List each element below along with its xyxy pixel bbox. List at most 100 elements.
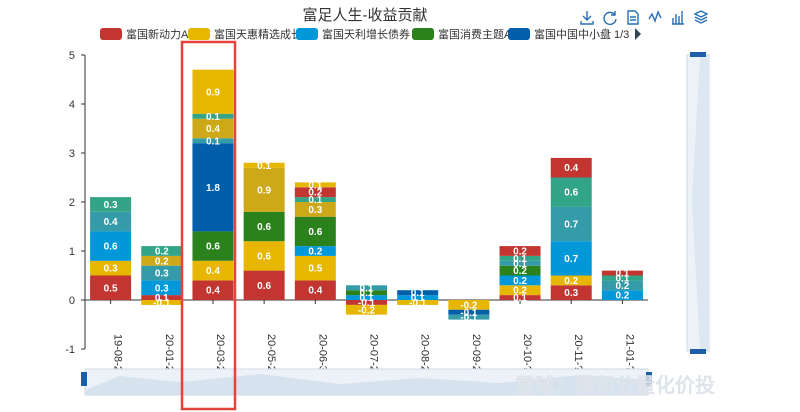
bar-segment[interactable] — [192, 280, 234, 300]
bar-segment[interactable] — [243, 167, 285, 212]
bar-segment[interactable] — [346, 290, 387, 296]
bar-segment[interactable] — [550, 285, 592, 300]
x-tick-label: 20-09-23 — [470, 334, 482, 378]
bar-value-label: 0.9 — [206, 87, 220, 98]
bar-segment[interactable] — [550, 275, 592, 286]
bar-value-label: 0.3 — [104, 264, 118, 275]
bar-segment[interactable] — [448, 300, 490, 310]
bar-segment[interactable] — [192, 138, 234, 144]
line-switch-icon[interactable] — [648, 10, 662, 23]
legend-item[interactable]: 富国消费主题A — [412, 27, 512, 41]
bar-segment[interactable] — [499, 275, 541, 286]
refresh-icon[interactable] — [603, 11, 617, 25]
bar-segment[interactable] — [294, 202, 336, 217]
bar-segment[interactable] — [90, 197, 132, 212]
bar-segment[interactable] — [192, 143, 234, 232]
bar-segment[interactable] — [294, 246, 336, 256]
y-datazoom-slider[interactable] — [686, 52, 710, 354]
bar-segment[interactable] — [90, 231, 132, 261]
bar-segment[interactable] — [601, 270, 643, 276]
bar-segment[interactable] — [141, 300, 183, 305]
x-datazoom-slider[interactable] — [81, 368, 652, 396]
legend-next-icon[interactable] — [635, 28, 641, 40]
bar-value-label: 0.6 — [206, 242, 220, 253]
x-slider-handle-right[interactable] — [646, 372, 652, 386]
bar-segment[interactable] — [141, 280, 183, 296]
bar-segment[interactable] — [141, 265, 183, 281]
bar-segment[interactable] — [499, 246, 541, 256]
bar-segment[interactable] — [499, 260, 541, 266]
bar-segment[interactable] — [192, 113, 234, 119]
bar-value-label: -0.1 — [460, 308, 478, 319]
download-icon[interactable] — [580, 11, 594, 25]
bar-value-label: 0.1 — [206, 112, 220, 123]
bar-segment[interactable] — [243, 162, 285, 168]
bar-segment[interactable] — [601, 275, 643, 281]
legend-item[interactable]: 富国天利增长债券 — [296, 27, 410, 41]
bar-segment[interactable] — [294, 187, 336, 198]
bar-segment[interactable] — [192, 231, 234, 261]
bar-value-label: 0.2 — [615, 291, 629, 302]
bar-segment[interactable] — [448, 309, 490, 315]
bar-segment[interactable] — [141, 295, 183, 300]
legend-item[interactable]: 富国天惠精选成长A — [188, 27, 310, 41]
data-view-icon[interactable] — [627, 10, 639, 25]
bar-segment[interactable] — [499, 295, 541, 300]
bar-segment[interactable] — [192, 260, 234, 281]
bar-segment[interactable] — [601, 290, 643, 300]
bar-switch-icon[interactable] — [672, 11, 684, 25]
bar-value-label: 0.6 — [564, 188, 578, 199]
bar-value-label: 0.7 — [564, 254, 578, 265]
bar-segment[interactable] — [294, 216, 336, 247]
bar-segment[interactable] — [90, 211, 132, 232]
bar-value-label: 0.4 — [206, 266, 220, 277]
y-tick-label: 4 — [69, 99, 75, 111]
bar-segment[interactable] — [90, 275, 132, 301]
bar-value-label: 0.3 — [155, 269, 169, 280]
bar-segment[interactable] — [346, 300, 387, 305]
bar-value-label: 0.1 — [411, 288, 425, 299]
bar-segment[interactable] — [601, 280, 643, 291]
bar-segment[interactable] — [294, 255, 336, 281]
bar-value-label: 0.2 — [615, 281, 629, 292]
x-slider-handle-left[interactable] — [81, 372, 87, 386]
legend-prev-icon[interactable] — [602, 28, 608, 40]
y-tick-label: 3 — [69, 148, 75, 160]
bar-segment[interactable] — [346, 295, 387, 300]
legend-item[interactable]: 富国中国中小盘 — [508, 27, 611, 41]
bar-segment[interactable] — [550, 206, 592, 242]
bar-segment[interactable] — [294, 182, 336, 188]
bar-segment[interactable] — [294, 280, 336, 300]
bar-segment[interactable] — [294, 197, 336, 202]
bar-segment[interactable] — [499, 255, 541, 261]
bar-segment[interactable] — [397, 295, 439, 300]
bar-segment[interactable] — [90, 260, 132, 276]
bar-segment[interactable] — [397, 290, 439, 296]
bar-value-label: 0.2 — [155, 256, 169, 267]
bar-segment[interactable] — [141, 255, 183, 266]
bar-segment[interactable] — [397, 300, 439, 305]
bar-segment[interactable] — [550, 241, 592, 276]
bar-segment[interactable] — [499, 265, 541, 276]
bar-segment[interactable] — [243, 270, 285, 300]
bar-value-label: -0.1 — [358, 298, 376, 309]
bar-value-label: -0.2 — [358, 305, 376, 316]
stack-icon[interactable] — [693, 10, 709, 24]
bar-segment[interactable] — [192, 69, 234, 114]
bar-segment[interactable] — [550, 157, 592, 178]
bar-segment[interactable] — [550, 177, 592, 207]
bar-segment[interactable] — [141, 246, 183, 256]
bar-segment[interactable] — [346, 304, 387, 315]
bar-value-label: 0.7 — [564, 220, 578, 231]
y-slider-handle-top[interactable] — [690, 52, 706, 57]
y-slider-handle-bottom[interactable] — [690, 349, 706, 354]
legend-item[interactable]: 富国新动力A — [100, 27, 189, 41]
bar-segment[interactable] — [192, 118, 234, 139]
bar-segment[interactable] — [499, 285, 541, 296]
bar-segment[interactable] — [448, 314, 490, 320]
bar-segment[interactable] — [243, 211, 285, 242]
bar-segment[interactable] — [243, 241, 285, 271]
bar-segment[interactable] — [346, 285, 387, 291]
legend: 富国新动力A 富国天惠精选成长A 富国天利增长债券 富国消费主题A 富国中国中小盘 — [100, 27, 611, 41]
legend-swatch — [100, 28, 122, 40]
